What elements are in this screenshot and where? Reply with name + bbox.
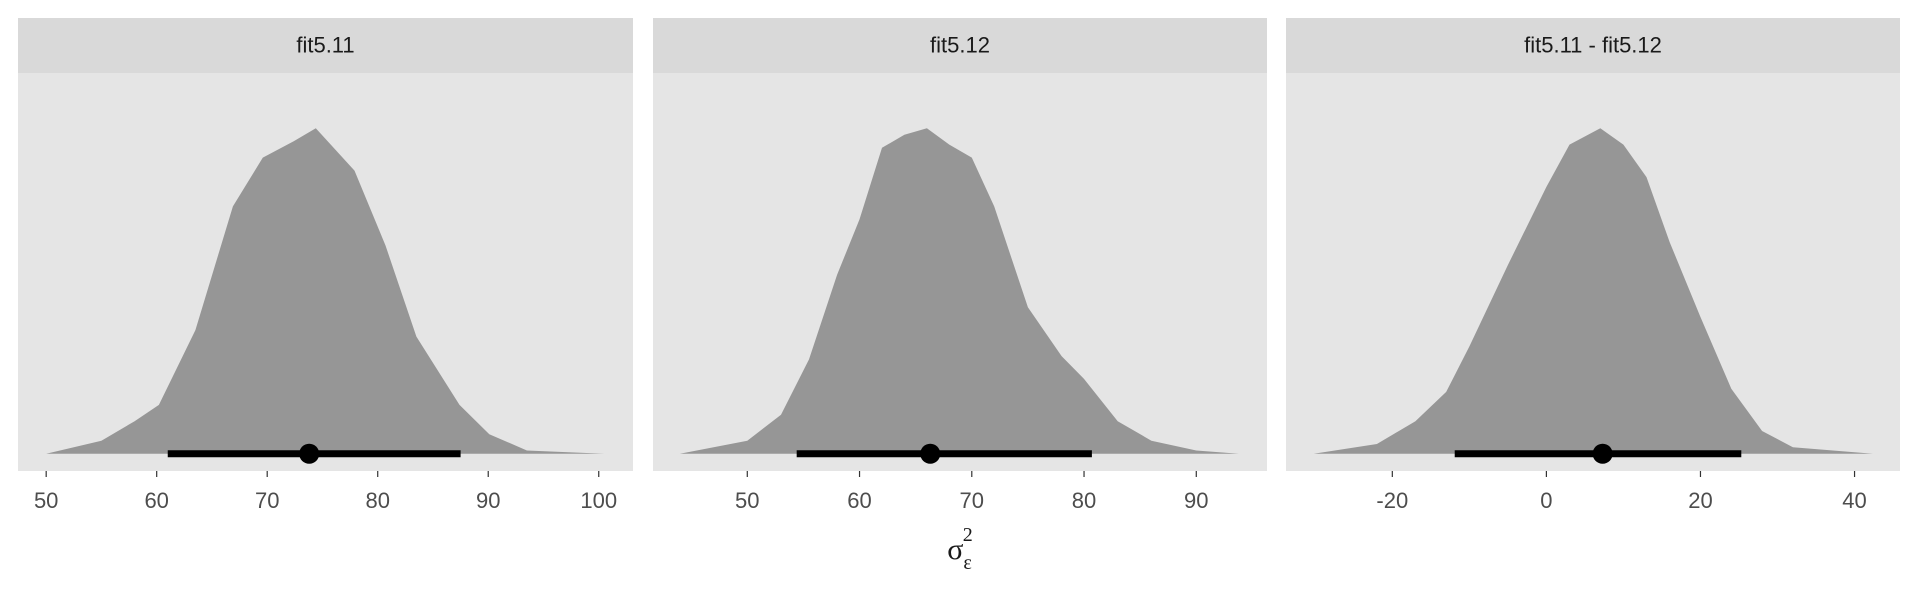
strip [1286, 18, 1900, 73]
panel-title: fit5.12 [930, 32, 990, 57]
strip [653, 18, 1267, 73]
x-tick-label: -20 [1376, 488, 1408, 513]
x-title-sup: 2 [963, 524, 973, 546]
x-axis-title: σε 2 [947, 524, 973, 574]
x-tick-label: 50 [735, 488, 759, 513]
point-estimate [299, 443, 320, 464]
density-area [679, 128, 1239, 454]
density-area [46, 128, 605, 454]
x-tick-label: 90 [476, 488, 500, 513]
x-tick-label: 60 [144, 488, 168, 513]
density-area [1313, 128, 1873, 454]
x-tick-label: 100 [580, 488, 617, 513]
x-tick-label: 0 [1540, 488, 1552, 513]
panel-title: fit5.11 [296, 32, 354, 57]
x-tick-label: 20 [1688, 488, 1712, 513]
point-estimate [1592, 443, 1613, 464]
x-tick-label: 80 [365, 488, 389, 513]
x-tick-label: 50 [34, 488, 58, 513]
strip [18, 18, 633, 73]
x-tick-label: 80 [1072, 488, 1096, 513]
x-tick-label: 60 [847, 488, 871, 513]
x-tick-label: 40 [1842, 488, 1866, 513]
x-tick-label: 90 [1184, 488, 1208, 513]
point-estimate [920, 443, 941, 464]
x-tick-label: 70 [960, 488, 984, 513]
x-title-base: σ [947, 533, 963, 566]
x-tick-label: 70 [255, 488, 279, 513]
x-title-sub: ε [963, 552, 971, 574]
panel-title: fit5.11 - fit5.12 [1524, 32, 1662, 57]
